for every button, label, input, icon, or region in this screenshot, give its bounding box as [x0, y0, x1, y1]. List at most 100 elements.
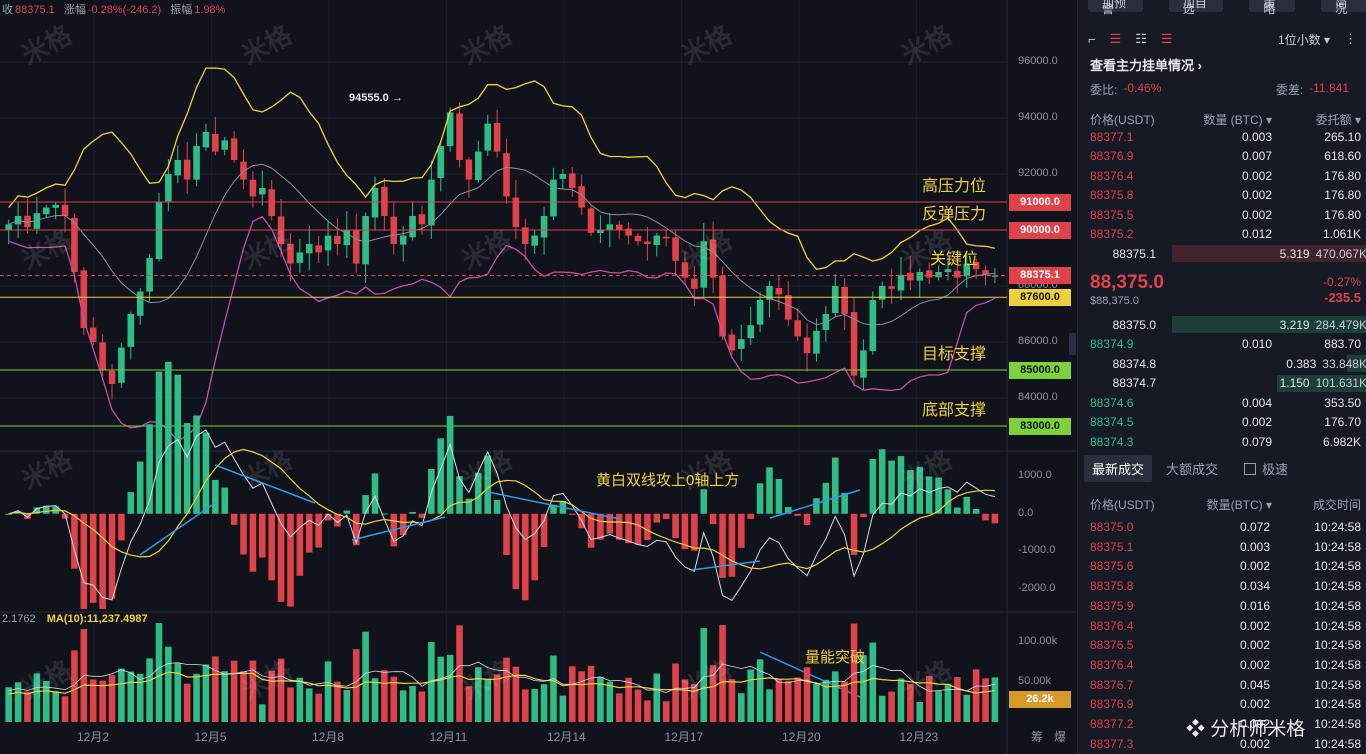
panel-splitter-handle[interactable]: [1069, 333, 1076, 355]
volume-bar: [165, 646, 172, 722]
macd-bar: [493, 499, 501, 514]
volume-bar: [249, 660, 257, 722]
volume-bar: [475, 667, 482, 722]
trade-tabs: 最新成交 大额成交 极速: [1084, 454, 1366, 482]
watchlist-button[interactable]: 加自选: [1168, 0, 1224, 15]
ratio-value: -0.46%: [1123, 81, 1162, 95]
tab-large-trades[interactable]: 大额成交: [1166, 461, 1219, 477]
macd-bar: [738, 513, 745, 548]
trade-price: 88375.1: [1090, 539, 1134, 554]
macd-bar: [484, 455, 492, 514]
alert-button[interactable]: 加预警: [1088, 0, 1143, 15]
ask-row[interactable]: 88375.2 0.012 1.061K: [1078, 225, 1366, 244]
candle-body: [240, 161, 247, 180]
candle-body: [503, 153, 510, 197]
ask-row[interactable]: 88375.5 0.002 176.80: [1078, 205, 1366, 224]
book-col-qty[interactable]: 数量 (BTC) ▾: [1203, 113, 1272, 127]
trade-price: 88376.4: [1090, 618, 1134, 633]
price-axis-tick: 86000.0: [1018, 335, 1058, 347]
macd-bar: [841, 492, 848, 514]
diff-label: 委差:: [1275, 83, 1304, 97]
overview-button[interactable]: 简况: [1321, 0, 1366, 15]
trade-row[interactable]: 88376.4 0.002 10:24:58: [1078, 616, 1366, 636]
ask-row[interactable]: 88376.4 0.002 176.80: [1078, 166, 1366, 185]
book-qty: 0.012: [1241, 227, 1272, 241]
book-price: 88375.5: [1090, 207, 1134, 222]
candle-body: [165, 174, 172, 202]
trade-time: 10:24:58: [1314, 520, 1361, 534]
bid-row[interactable]: 88374.6 0.004 353.50: [1078, 393, 1366, 412]
trade-row[interactable]: 88376.9 0.002 10:24:58: [1078, 694, 1366, 714]
trade-qty: 0.002: [1239, 717, 1270, 731]
macd-bar: [352, 513, 360, 546]
strategy-button[interactable]: 策略: [1249, 0, 1296, 15]
trade-row[interactable]: 88375.8 0.034 10:24:58: [1078, 576, 1366, 596]
toolbar-right-label[interactable]: 爆: [1054, 730, 1067, 744]
book-amount: 353.50: [1324, 395, 1361, 410]
volume-bar: [822, 679, 830, 722]
book-amount: 6.982K: [1322, 434, 1361, 449]
volume-bar: [878, 695, 886, 722]
level-label: 底部支撑: [922, 402, 987, 419]
bid-row[interactable]: 88374.3 0.079 6.982K: [1078, 432, 1366, 451]
macd-bar: [662, 513, 670, 520]
toolbar-left-label[interactable]: 筹: [1031, 730, 1044, 744]
book-bids-icon[interactable]: ☷: [1135, 31, 1147, 46]
macd-bar: [202, 432, 210, 514]
trade-qty: 0.016: [1239, 598, 1270, 613]
trade-price: 88377.3: [1090, 736, 1134, 751]
bid-row[interactable]: 88375.0 3.219 284.479K: [1078, 315, 1366, 334]
level-price-tag: 90000.0: [1009, 222, 1071, 239]
macd-bar: [193, 415, 200, 514]
trade-row[interactable]: 88375.1 0.003 10:24:58: [1078, 537, 1366, 557]
prev-ma-value: 2.1762: [2, 613, 36, 625]
decimals-select[interactable]: 1位小数 ▾: [1277, 32, 1330, 47]
bid-row[interactable]: 88374.5 0.002 176.70: [1078, 413, 1366, 432]
book-qty: 0.383: [1286, 356, 1317, 371]
book-asks-icon[interactable]: ☰: [1160, 31, 1173, 46]
depth-link[interactable]: 查看主力挂单情况 ›: [1090, 58, 1202, 73]
volume-bar: [268, 670, 275, 722]
candle-body: [888, 286, 895, 289]
trade-row[interactable]: 88375.9 0.016 10:24:58: [1078, 596, 1366, 616]
trade-row[interactable]: 88376.4 0.002 10:24:58: [1078, 655, 1366, 675]
tab-latest-trades[interactable]: 最新成交: [1084, 454, 1153, 482]
change-value: -0.28%(-246.2): [87, 4, 162, 16]
corner-icon[interactable]: ⌐: [1088, 31, 1096, 47]
date-axis-tick: 12月20: [782, 730, 821, 744]
level-price-tag: 88375.1: [1009, 267, 1071, 285]
trade-row[interactable]: 88377.2 0.002 10:24:58: [1078, 714, 1366, 734]
bid-row[interactable]: 88374.9 0.010 883.70: [1078, 335, 1366, 354]
more-icon[interactable]: ⋮: [1344, 31, 1357, 46]
book-qty: 3.219: [1279, 317, 1310, 332]
macd-bar: [860, 513, 867, 518]
level-label: 反弹压力: [922, 206, 987, 223]
ask-row[interactable]: 88375.8 0.002 176.80: [1078, 186, 1366, 205]
volume-bar: [813, 683, 820, 722]
macd-bar: [418, 513, 426, 518]
bid-row[interactable]: 88374.7 1.150 101.631K: [1078, 374, 1366, 393]
trade-row[interactable]: 88376.5 0.002 10:24:58: [1078, 635, 1366, 655]
ask-row[interactable]: 88377.1 0.003 265.10: [1078, 127, 1366, 146]
trade-row[interactable]: 88375.6 0.002 10:24:58: [1078, 556, 1366, 576]
kline-chart-svg[interactable]: [0, 0, 1076, 754]
macd-bar: [597, 513, 604, 540]
volume-bar: [193, 673, 200, 722]
bid-row[interactable]: 88374.8 0.383 33.848K: [1078, 354, 1366, 373]
trade-time: 10:24:58: [1314, 539, 1361, 554]
volume-bar: [315, 693, 322, 722]
trade-row[interactable]: 88377.3 0.002 10:24:58: [1078, 734, 1366, 754]
chart-area[interactable]: 收 88375.1 涨幅 -0.28%(-246.2) 振幅 1.98% 94555.…: [0, 0, 1076, 754]
ask-row[interactable]: 88376.9 0.007 618.60: [1078, 147, 1366, 166]
book-both-icon[interactable]: ☰: [1109, 31, 1122, 46]
level-price-tag: 91000.0: [1009, 194, 1071, 211]
book-col-amount[interactable]: 委托额 ▾: [1315, 113, 1361, 127]
book-amount: 33.848K: [1322, 356, 1366, 371]
volume-bar: [784, 680, 792, 722]
macd-bar: [212, 479, 219, 514]
trade-row[interactable]: 88376.7 0.045 10:24:58: [1078, 675, 1366, 695]
trade-col-qty[interactable]: 数量(BTC) ▾: [1206, 498, 1272, 512]
trade-row[interactable]: 88375.0 0.072 10:24:58: [1078, 517, 1366, 537]
fast-checkbox[interactable]: 极速: [1244, 459, 1288, 478]
ask-row[interactable]: 88375.1 5.319 470.067K: [1078, 244, 1366, 263]
